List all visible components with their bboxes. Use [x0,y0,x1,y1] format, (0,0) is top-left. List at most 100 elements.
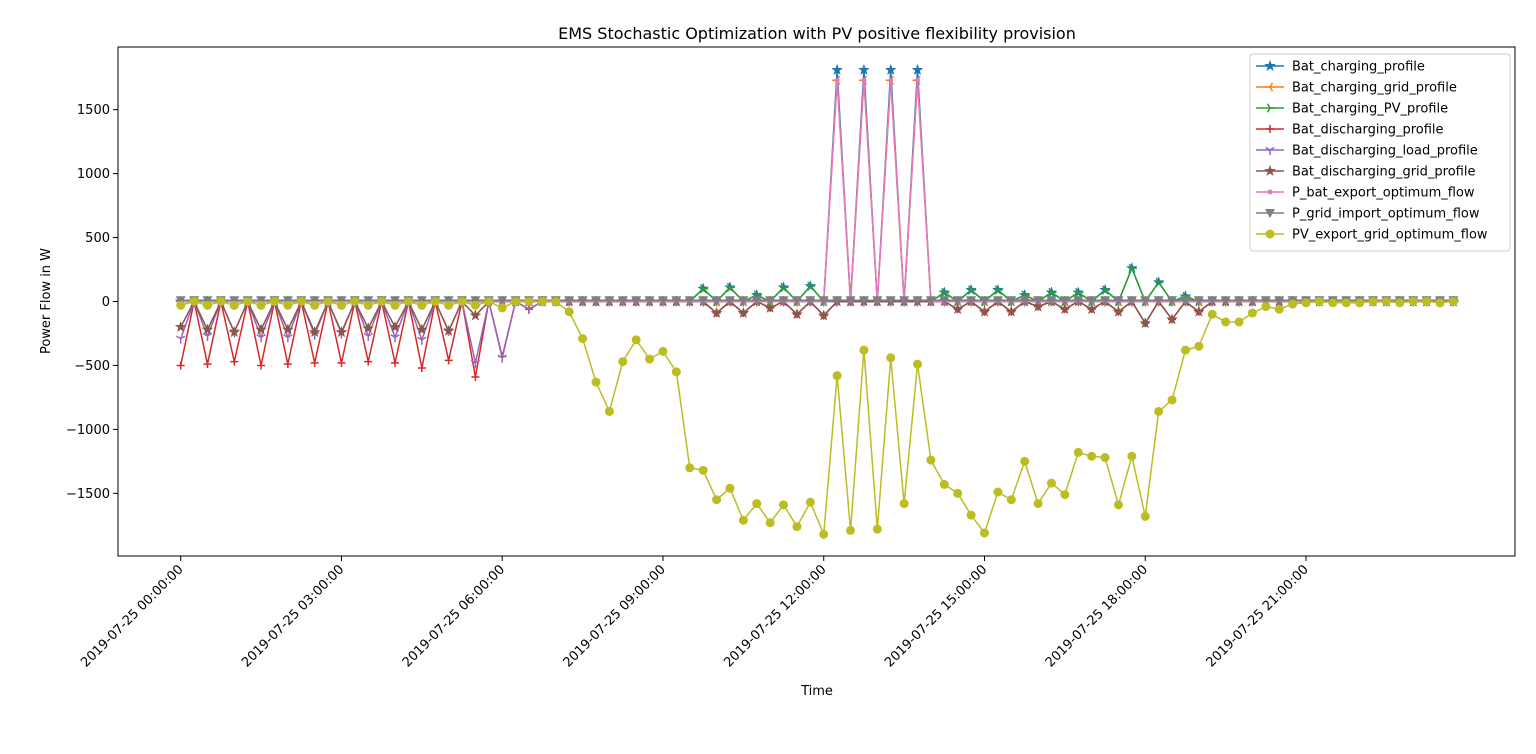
data-point [1355,298,1365,308]
data-point [1220,296,1231,306]
data-point [1113,296,1124,306]
data-point [1314,297,1324,306]
data-point [390,296,401,306]
data-point [310,358,319,367]
data-point [994,285,1003,295]
data-point [886,353,896,363]
data-point [617,296,628,306]
data-point [417,364,426,373]
data-point [1112,305,1125,317]
data-point [390,300,400,310]
data-point [915,77,921,83]
data-point [765,518,775,528]
data-point [175,296,186,306]
data-point [1086,296,1097,306]
data-point [1422,297,1432,306]
y-tick-label: 1500 [77,103,110,118]
legend-item: Bat_discharging_profile [1256,123,1444,138]
data-point [283,360,292,369]
data-point [1019,296,1030,306]
data-point [216,297,226,306]
data-point [1274,296,1285,306]
data-point [1033,296,1044,306]
legend-marker [1265,82,1274,92]
data-point [1328,298,1338,308]
data-point [202,300,212,310]
data-point [363,332,373,342]
data-point [888,77,894,83]
data-point [524,297,534,306]
data-point [470,359,481,368]
data-point [1100,453,1110,463]
data-point [470,300,480,310]
y-tick-label: 500 [85,231,110,246]
data-point [966,296,977,306]
data-point [176,335,186,344]
data-point [591,377,601,387]
data-point [658,346,668,356]
data-point [511,297,521,306]
data-point [1154,406,1164,416]
data-point [176,300,186,310]
data-point [256,334,266,343]
data-point [992,296,1003,306]
data-point [1381,297,1391,306]
data-point [1155,277,1164,287]
data-point [604,406,614,416]
data-point [309,296,320,306]
data-point [391,358,400,367]
data-point [978,305,991,317]
data-point [712,495,722,505]
data-point [174,320,187,333]
data-point [631,296,642,306]
data-point [953,488,963,498]
data-point [1059,296,1070,306]
series-layer [174,63,1460,539]
data-point [230,357,239,366]
data-point [805,296,816,306]
data-point [805,497,815,507]
data-point [1048,287,1057,298]
data-point [671,296,682,306]
data-point [362,322,375,334]
y-tick-label: −1500 [66,487,110,502]
data-point [1180,296,1191,306]
data-point [203,360,212,369]
data-point [1180,345,1190,355]
data-point [832,296,843,306]
data-point [336,296,347,306]
data-point [1046,478,1056,488]
data-point [1192,305,1205,317]
data-point [711,296,722,306]
data-point [537,297,547,306]
data-point [1128,263,1137,273]
legend-label: Bat_discharging_load_profile [1292,144,1478,159]
data-point [269,297,279,306]
data-point [1207,296,1218,306]
data-point [415,323,428,335]
data-point [1006,296,1017,306]
legend-marker [1265,209,1275,218]
data-point [257,361,266,370]
data-point [845,296,856,306]
data-point [202,332,213,342]
data-point [228,325,241,338]
data-point [1058,302,1071,315]
data-point [671,367,681,377]
data-point [885,296,896,306]
data-point [941,287,950,298]
data-point [336,300,346,310]
data-point [564,296,575,306]
data-point [926,455,936,465]
data-point [310,300,320,310]
data-point [834,77,840,83]
data-point [952,296,963,306]
data-point [417,300,427,310]
data-point [1193,296,1204,306]
legend-label: Bat_charging_grid_profile [1292,81,1457,96]
data-point [752,499,762,509]
data-point [403,297,413,306]
legend-label: PV_export_grid_optimum_flow [1292,228,1488,243]
data-point [724,296,735,306]
